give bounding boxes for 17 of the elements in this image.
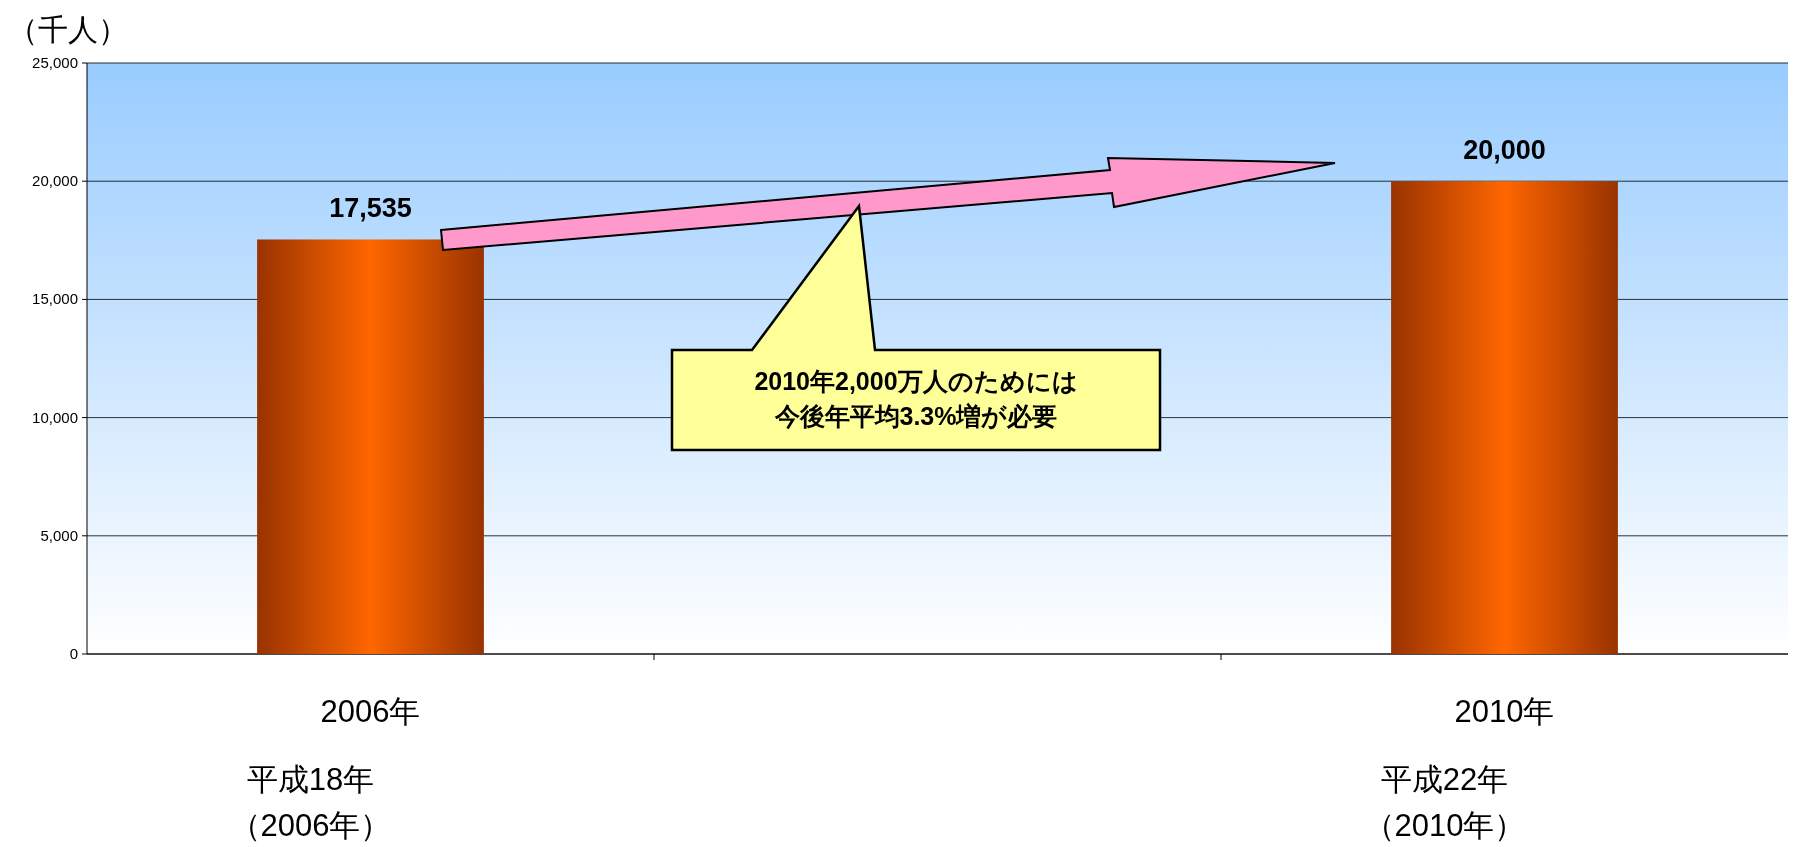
- annotation: 平成22年: [1380, 762, 1509, 797]
- y-axis-title: （千人）: [8, 13, 128, 46]
- annotation: （2006年）: [229, 808, 392, 843]
- data-label: 17,535: [329, 193, 412, 224]
- y-tick-label: 15,000: [32, 290, 78, 308]
- y-tick-label: 20,000: [32, 172, 78, 190]
- x-tick-label: 2006年: [320, 694, 421, 729]
- annotation: 2010年2,000万人のためには: [754, 367, 1078, 395]
- annotation: 今後年平均3.3%増が必要: [774, 402, 1058, 430]
- y-tick-label: 0: [69, 645, 78, 662]
- annotation: （2010年）: [1363, 808, 1526, 843]
- y-tick-label: 10,000: [32, 408, 78, 426]
- data-label: 20,000: [1463, 135, 1546, 166]
- y-tick-label: 5,000: [40, 526, 78, 544]
- annotation: 平成18年: [246, 762, 375, 797]
- y-tick-label: 25,000: [32, 54, 78, 71]
- x-tick-label: 2010年: [1454, 694, 1555, 729]
